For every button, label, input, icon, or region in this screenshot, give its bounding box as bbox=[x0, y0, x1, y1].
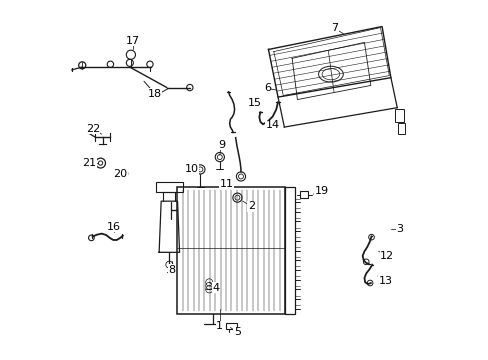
Text: 8: 8 bbox=[168, 265, 175, 275]
Bar bbox=[225, 323, 236, 329]
Text: 22: 22 bbox=[85, 124, 100, 134]
Bar bbox=[155, 183, 183, 192]
Text: 7: 7 bbox=[330, 23, 337, 33]
Bar bbox=[398, 123, 404, 134]
Text: 20: 20 bbox=[113, 168, 127, 179]
Text: 19: 19 bbox=[314, 186, 328, 196]
Text: 12: 12 bbox=[380, 251, 394, 261]
Text: 6: 6 bbox=[264, 83, 270, 93]
Text: 15: 15 bbox=[247, 98, 262, 108]
Text: 1: 1 bbox=[216, 321, 223, 332]
Text: 3: 3 bbox=[395, 224, 403, 234]
Bar bbox=[300, 191, 307, 198]
Bar bbox=[177, 187, 285, 314]
Text: 21: 21 bbox=[82, 158, 96, 168]
Text: 14: 14 bbox=[265, 120, 279, 130]
Text: 18: 18 bbox=[147, 89, 161, 99]
Text: 17: 17 bbox=[126, 36, 140, 46]
Text: 11: 11 bbox=[220, 179, 233, 189]
Bar bbox=[395, 109, 404, 122]
Bar bbox=[285, 187, 294, 314]
Text: 4: 4 bbox=[212, 283, 220, 293]
Text: 10: 10 bbox=[184, 165, 198, 174]
Text: 16: 16 bbox=[107, 221, 121, 231]
Text: 13: 13 bbox=[378, 275, 392, 285]
Text: 2: 2 bbox=[247, 202, 255, 211]
Text: 9: 9 bbox=[218, 140, 224, 150]
Text: 5: 5 bbox=[233, 327, 241, 337]
